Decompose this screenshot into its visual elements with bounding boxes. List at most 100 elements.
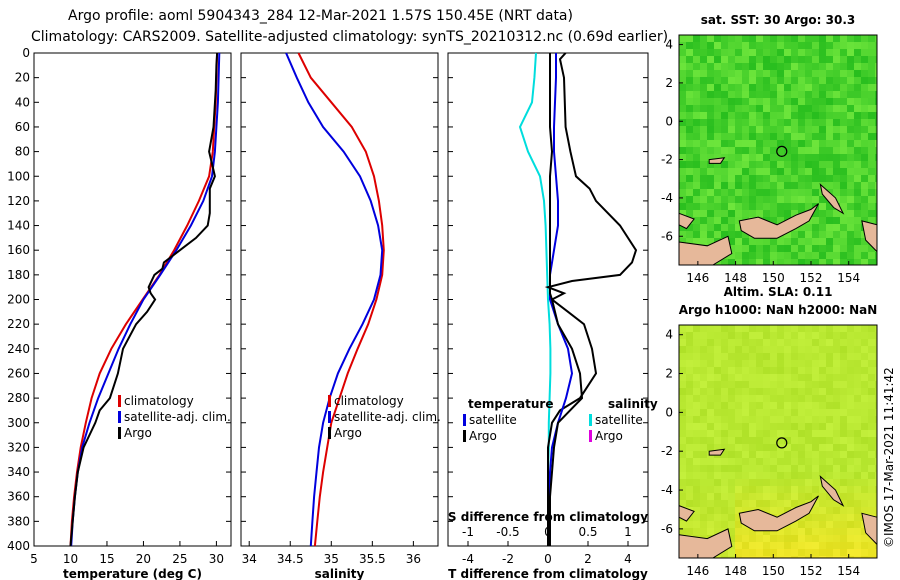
map-cell (798, 105, 805, 112)
map-cell (693, 63, 700, 70)
map-cell (805, 63, 812, 70)
map-cell (735, 182, 742, 189)
map-cell (770, 472, 777, 479)
map-cell (812, 147, 819, 154)
map-cell (735, 35, 742, 42)
map-cell (833, 402, 840, 409)
map-cell (875, 395, 877, 402)
map-cell (686, 360, 693, 367)
map-cell (735, 360, 742, 367)
x-tick-label: 25 (172, 552, 187, 566)
map-cell (686, 500, 693, 507)
map-cell (861, 395, 868, 402)
map-cell (756, 479, 763, 486)
map-cell (679, 63, 686, 70)
map-cell (777, 154, 784, 161)
map-cell (728, 374, 735, 381)
map-cell (721, 500, 728, 507)
map-cell (707, 168, 714, 175)
map-cell (763, 84, 770, 91)
map-cell (763, 381, 770, 388)
map-cell (721, 168, 728, 175)
map-cell (826, 416, 833, 423)
legend-swatch (328, 427, 331, 439)
map-cell (798, 35, 805, 42)
map-cell (819, 423, 826, 430)
map-cell (700, 437, 707, 444)
map-cell (812, 42, 819, 49)
map-cell (812, 479, 819, 486)
map-cell (861, 77, 868, 84)
map-cell (868, 458, 875, 465)
y-tick-label: 220 (7, 317, 30, 331)
map-cell (686, 168, 693, 175)
map-cell (728, 507, 735, 514)
map-cell (686, 231, 693, 238)
map-cell (721, 147, 728, 154)
map-cell (812, 528, 819, 535)
map-cell (840, 325, 847, 332)
map-cell (833, 409, 840, 416)
map-cell (679, 416, 686, 423)
map-cell (826, 339, 833, 346)
map-cell (728, 339, 735, 346)
map-cell (791, 126, 798, 133)
legend-swatch (118, 395, 121, 407)
map-cell (819, 203, 826, 210)
map-cell (679, 105, 686, 112)
map-cell (812, 140, 819, 147)
map-cell (707, 493, 714, 500)
map-cell (868, 409, 875, 416)
map-cell (847, 161, 854, 168)
map-cell (833, 63, 840, 70)
map-cell (763, 325, 770, 332)
map-cell (861, 346, 868, 353)
map-cell (721, 549, 728, 556)
map-cell (791, 339, 798, 346)
map-cell (861, 126, 868, 133)
map-cell (791, 210, 798, 217)
plot-frame (240, 52, 439, 547)
map-cell (784, 175, 791, 182)
map-cell (693, 451, 700, 458)
map-cell (819, 444, 826, 451)
map-cell (854, 77, 861, 84)
map-cell (749, 77, 756, 84)
map-cell (847, 409, 854, 416)
map-cell (805, 339, 812, 346)
map-cell (742, 395, 749, 402)
map-cell (693, 238, 700, 245)
map-cell (847, 252, 854, 259)
map-cell (749, 549, 756, 556)
map-cell (700, 479, 707, 486)
map-cell (791, 98, 798, 105)
map-cell (749, 500, 756, 507)
map-cell (805, 112, 812, 119)
map-cell (840, 430, 847, 437)
map-cell (749, 252, 756, 259)
map-cell (805, 154, 812, 161)
map-cell (770, 360, 777, 367)
legend-swatch (463, 430, 466, 442)
map-cell (812, 63, 819, 70)
map-cell (763, 168, 770, 175)
map-cell (742, 84, 749, 91)
map-cell (875, 479, 877, 486)
map-cell (798, 353, 805, 360)
map-cell (833, 395, 840, 402)
map-cell (784, 77, 791, 84)
map-cell (693, 196, 700, 203)
map-cell (700, 168, 707, 175)
map-cell (819, 458, 826, 465)
map-cell (784, 154, 791, 161)
map-cell (686, 203, 693, 210)
map-cell (791, 500, 798, 507)
map-cell (679, 49, 686, 56)
map-cell (714, 458, 721, 465)
map-cell (819, 56, 826, 63)
map-cell (819, 549, 826, 556)
map-cell (847, 245, 854, 252)
map-cell (763, 549, 770, 556)
map-cell (854, 252, 861, 259)
map-cell (854, 325, 861, 332)
